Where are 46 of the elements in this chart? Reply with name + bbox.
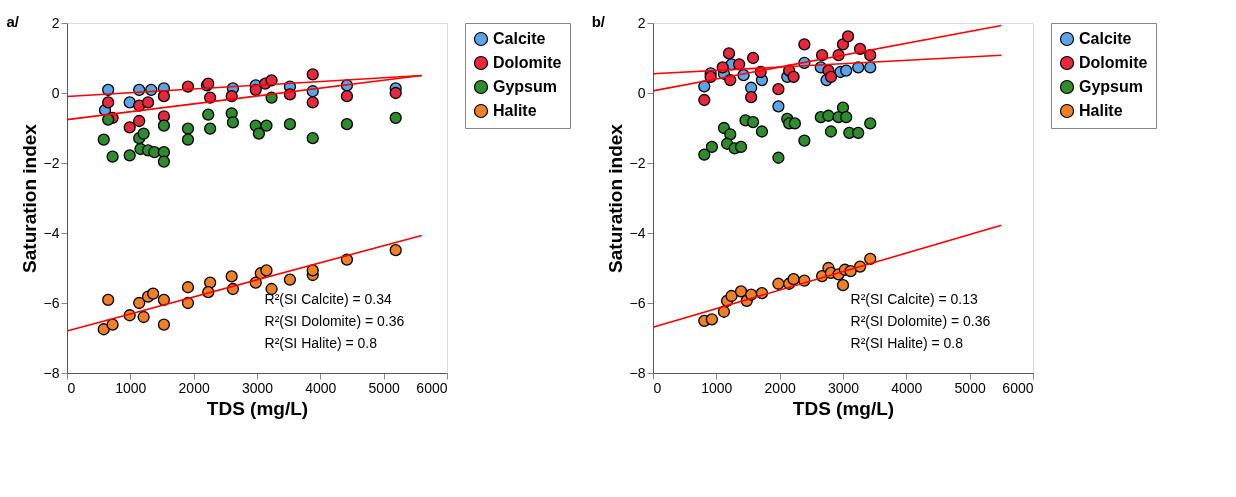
y-tick-label: −6 [629,294,646,311]
y-tick-label: −8 [629,364,646,381]
annotation: R²(SI Calcite) = 0.13 [850,290,979,307]
y-tick-label: −6 [43,294,60,311]
x-tick-label: 3000 [241,379,274,396]
x-tick-label: 1000 [701,379,733,396]
y-tick-label: −2 [43,154,60,171]
annotation: R²(SI Halite) = 0.8 [850,334,964,351]
y-tick-label: −8 [43,364,60,381]
y-tick-label: −4 [43,224,60,241]
legend-label: Dolomite [1079,54,1148,71]
y-axis-title: Saturation index [604,123,626,273]
x-tick-label: 6000 [1002,379,1034,396]
x-tick-label: 2000 [178,379,210,396]
x-axis-title: TDS (mg/L) [792,397,895,419]
x-axis-title: TDS (mg/L) [206,397,309,419]
legend-label: Dolomite [493,54,562,71]
y-axis-title: Saturation index [18,123,40,273]
legend-label: Calcite [1079,30,1132,47]
x-tick-label: 0 [653,379,662,396]
y-tick-label: −4 [629,224,646,241]
x-tick-label: 0 [67,379,76,396]
x-tick-label: 3000 [827,379,860,396]
x-tick-label: 5000 [954,379,986,396]
x-tick-label: 1000 [115,379,147,396]
annotation: R²(SI Halite) = 0.8 [264,334,378,351]
annotation: R²(SI Dolomite) = 0.36 [264,312,405,329]
legend-label: Halite [1079,102,1123,119]
legend-label: Gypsum [493,78,558,95]
y-tick-label: 2 [51,14,60,31]
x-tick-label: 5000 [368,379,400,396]
annotation: R²(SI Calcite) = 0.34 [264,290,393,307]
x-tick-label: 6000 [416,379,448,396]
legend-label: Halite [493,102,537,119]
y-tick-label: 0 [51,84,60,101]
legend-label: Gypsum [1079,78,1144,95]
y-tick-label: 2 [637,14,646,31]
text: b/ [591,13,606,30]
x-tick-label: 4000 [305,379,337,396]
y-tick-label: −2 [629,154,646,171]
x-tick-label: 4000 [891,379,923,396]
legend-label: Calcite [493,30,546,47]
annotation: R²(SI Dolomite) = 0.36 [850,312,991,329]
text: a/ [6,13,20,30]
y-tick-label: 0 [637,84,646,101]
x-tick-label: 2000 [764,379,796,396]
